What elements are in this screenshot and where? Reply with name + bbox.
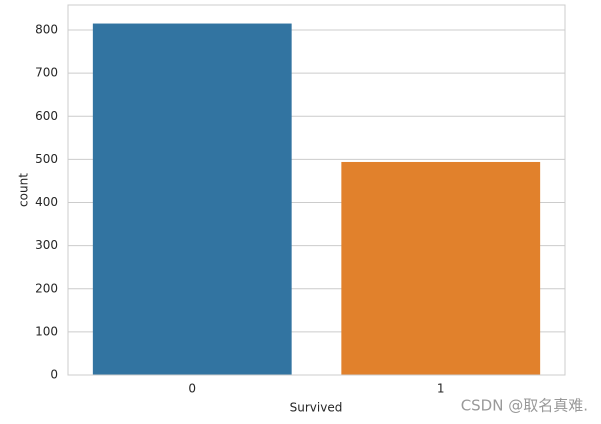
bar	[341, 161, 541, 375]
y-tick-label: 300	[35, 238, 58, 252]
y-tick-label: 100	[35, 324, 58, 338]
y-tick-label: 700	[35, 66, 58, 80]
bar	[92, 23, 292, 376]
plot-frame	[67, 4, 566, 376]
y-tick-label: 500	[35, 152, 58, 166]
x-tick-label: 1	[437, 382, 445, 396]
x-axis-label: Survived	[290, 401, 343, 415]
y-tick-label: 400	[35, 195, 58, 209]
y-tick-label: 200	[35, 281, 58, 295]
y-tick-label: 600	[35, 109, 58, 123]
y-tick-label: 800	[35, 23, 58, 37]
x-tick-label: 0	[188, 382, 196, 396]
y-tick-label: 0	[50, 368, 58, 382]
watermark: CSDN @取名真难.	[461, 397, 588, 415]
y-axis-label: count	[17, 173, 31, 207]
